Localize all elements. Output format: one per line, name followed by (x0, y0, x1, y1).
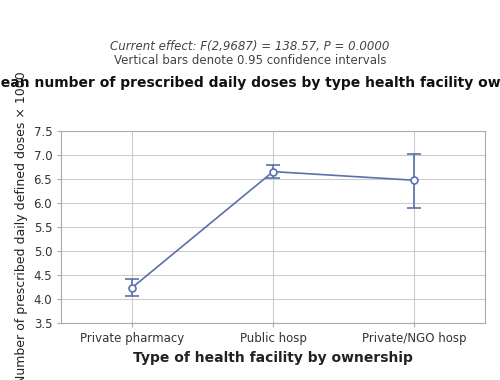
Y-axis label: Number of prescribed daily defined doses × 1000: Number of prescribed daily defined doses… (15, 71, 28, 380)
Text: Vertical bars denote 0.95 confidence intervals: Vertical bars denote 0.95 confidence int… (114, 54, 386, 67)
X-axis label: Type of health facility by ownership: Type of health facility by ownership (133, 351, 413, 365)
Text: Current effect: F(2,9687) = 138.57, P = 0.0000: Current effect: F(2,9687) = 138.57, P = … (110, 40, 390, 53)
Title: Mean number of prescribed daily doses by type health facility ownership: Mean number of prescribed daily doses by… (0, 76, 500, 90)
